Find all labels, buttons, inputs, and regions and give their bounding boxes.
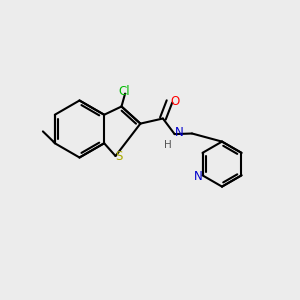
Text: N: N [194,170,202,183]
Text: O: O [170,95,179,108]
Text: Cl: Cl [119,85,130,98]
Text: H: H [164,140,172,150]
Text: S: S [115,150,122,163]
Text: N: N [175,126,184,139]
